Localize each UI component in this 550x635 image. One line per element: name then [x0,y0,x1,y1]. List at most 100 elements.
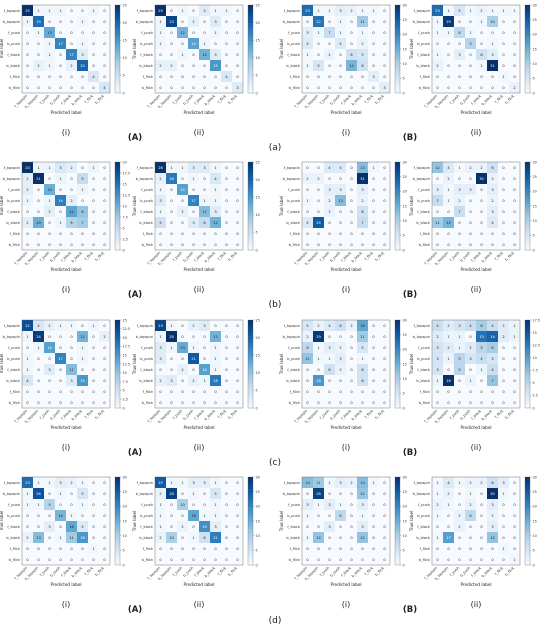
heatmap-cell [465,217,476,228]
colorbar-segment [395,184,400,187]
cell-value-label: 1 [436,514,438,518]
colorbar-segment [248,340,253,343]
heatmap-cell [443,397,454,408]
cell-value-label: 0 [192,31,195,35]
heatmap-cell [476,162,487,173]
heatmap-cell [324,49,335,60]
colorbar-segment [525,85,530,88]
colorbar-segment [248,483,253,486]
colorbar-segment [525,196,530,199]
heatmap-cell [155,364,166,375]
heatmap-cell [55,477,66,488]
heatmap-cell [44,27,55,38]
heatmap-cell [379,397,390,408]
heatmap-cell [509,353,520,364]
heatmap-cell [357,554,368,565]
heatmap-cell [443,16,454,27]
row-tick-label: b_flick [9,558,21,562]
cell-value-label: 1 [92,9,94,13]
heatmap-cell [465,5,476,16]
colorbar-segment [248,368,253,371]
cell-value-label: 1 [159,188,161,192]
cell-value-label: 0 [214,390,217,394]
heatmap-cell [487,320,498,331]
colorbar-segment [395,248,400,251]
cell-value-label: 0 [350,166,353,170]
colorbar-segment [395,402,400,405]
cell-value-label: 0 [447,64,450,68]
colorbar-segment [248,206,253,209]
colorbar-segment [525,176,530,179]
x-axis-label: Predicted label [183,582,214,587]
row-tick-label: b_flick [9,86,21,90]
cell-value-label: 0 [181,547,184,551]
cell-value-label: 2 [436,335,438,339]
colorbar-segment [248,41,253,44]
heatmap-cell [155,162,166,173]
cell-value-label: 0 [436,547,439,551]
cell-value-label: 0 [236,390,239,394]
col-tick-label: b_push [329,94,341,106]
cell-value-label: 0 [361,390,364,394]
row-tick-label: b_topspin [3,335,20,339]
heatmap-cell [88,320,99,331]
heatmap-cell [177,499,188,510]
colorbar-segment [395,517,400,520]
heatmap-cell [346,49,357,60]
colorbar-segment [395,65,400,68]
heatmap-cell [199,16,210,27]
row-tick-label: f_topspin [414,481,430,485]
cell-value-label: 0 [170,188,173,192]
col-tick-label: f_push [172,251,183,262]
cell-value-label: 0 [383,232,386,236]
colorbar-segment [248,549,253,552]
row-tick-label: b_block [139,221,154,225]
colorbar-segment [395,75,400,78]
heatmap-cell [335,397,346,408]
col-tick-label: b_block [204,408,217,421]
colorbar-tick-label: 20 [533,505,537,509]
cell-value-label: 0 [70,9,73,13]
heatmap-cell [346,5,357,16]
colorbar-segment [395,398,400,401]
colorbar-tick-label: 12.5 [123,193,131,197]
colorbar-segment [525,178,530,181]
colorbar-frame [247,161,254,251]
cell-value-label: 0 [48,221,51,225]
heatmap-cell [99,217,110,228]
colorbar-segment [395,388,400,391]
heatmap-cell [346,82,357,93]
cell-value-label: 0 [59,346,62,350]
cell-value-label: 0 [317,558,320,562]
heatmap-cell [432,217,443,228]
cell-value-label: 1 [458,166,460,170]
colorbar-segment [248,51,253,54]
colorbar-tick-label: 10 [123,371,127,375]
heatmap-cell [221,386,232,397]
colorbar-segment [525,481,530,484]
colorbar-segment [115,374,120,377]
row-tick-label: f_push [141,31,153,35]
heatmap-cell [324,364,335,375]
cell-value-label: 0 [26,514,29,518]
cell-value-label: 0 [181,390,184,394]
colorbar-segment [525,348,530,351]
heatmap-cell [302,532,313,543]
row-tick-label: f_flick [10,232,21,236]
colorbar-segment [248,398,253,401]
row-tick-label: f_push [8,346,20,350]
colorbar-segment [115,501,120,504]
cell-value-label: 12 [213,335,218,339]
colorbar-segment [248,53,253,56]
colorbar-segment [115,55,120,58]
heatmap-cell [368,532,379,543]
panel-caption: (i) [342,600,350,609]
colorbar-segment [395,497,400,500]
colorbar-tick-label: 15 [123,39,127,43]
x-axis-label: Predicted label [50,582,81,587]
heatmap-cell [335,5,346,16]
heatmap-cell [210,397,221,408]
heatmap-cell [368,27,379,38]
heatmap-cell [357,217,368,228]
cell-value-label: 0 [37,547,40,551]
